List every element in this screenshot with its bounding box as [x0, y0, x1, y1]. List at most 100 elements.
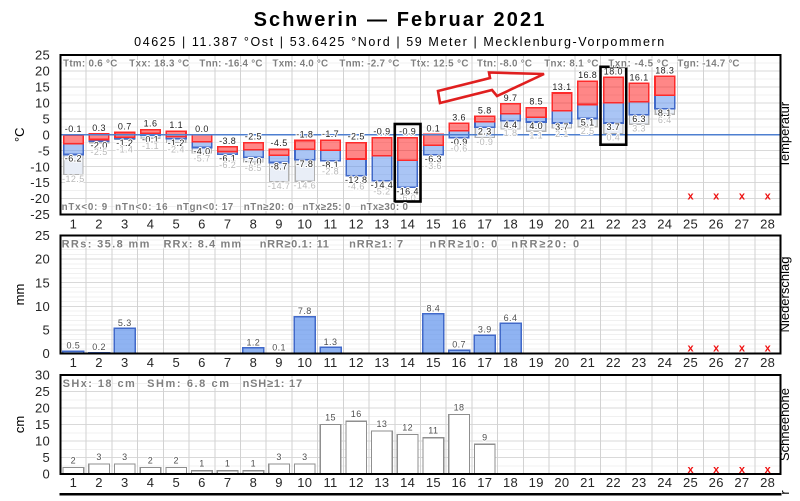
svg-text:2: 2	[174, 455, 179, 465]
svg-text:3.3: 3.3	[632, 123, 646, 133]
svg-text:7: 7	[224, 355, 232, 370]
svg-text:16.8: 16.8	[578, 70, 597, 80]
svg-text:-8.7: -8.7	[271, 162, 288, 172]
svg-text:26: 26	[709, 475, 724, 490]
svg-text:-0.9: -0.9	[476, 137, 493, 147]
svg-text:8: 8	[250, 475, 258, 490]
svg-text:1: 1	[70, 475, 78, 490]
svg-text:2.1: 2.1	[555, 129, 569, 139]
svg-text:0.1: 0.1	[427, 123, 441, 133]
svg-text:2: 2	[71, 455, 76, 465]
svg-text:-1.8: -1.8	[296, 129, 313, 139]
svg-text:Tnn: -16.4 °C: Tnn: -16.4 °C	[199, 59, 262, 70]
svg-text:25: 25	[683, 475, 698, 490]
svg-text:-7.8: -7.8	[296, 159, 313, 169]
svg-text:9.7: 9.7	[504, 93, 518, 103]
svg-text:10: 10	[35, 434, 50, 449]
svg-text:0.2: 0.2	[92, 342, 106, 352]
svg-text:1: 1	[251, 459, 256, 469]
svg-text:9: 9	[275, 355, 283, 370]
svg-text:24: 24	[657, 216, 672, 231]
svg-text:3.7: 3.7	[607, 122, 621, 132]
svg-text:2.5: 2.5	[581, 126, 595, 136]
svg-text:12: 12	[349, 216, 364, 231]
svg-text:nRR≥1: 7: nRR≥1: 7	[349, 239, 403, 251]
svg-text:SHx: 18 cm: SHx: 18 cm	[63, 378, 135, 390]
svg-text:0.0: 0.0	[195, 124, 209, 134]
svg-text:-12.5: -12.5	[62, 174, 85, 184]
svg-text:-14.6: -14.6	[294, 181, 317, 191]
svg-text:3: 3	[302, 452, 307, 462]
svg-text:3: 3	[121, 216, 129, 231]
svg-text:25: 25	[683, 355, 698, 370]
svg-text:2: 2	[95, 475, 103, 490]
svg-text:15: 15	[426, 475, 441, 490]
svg-text:0: 0	[42, 127, 50, 142]
svg-text:1.1: 1.1	[169, 120, 183, 130]
svg-text:Schneehöhe: Schneehöhe	[777, 388, 792, 461]
svg-text:20: 20	[554, 475, 569, 490]
svg-text:21: 21	[580, 475, 595, 490]
svg-text:nTx≥25: 0: nTx≥25: 0	[303, 202, 351, 213]
svg-text:28: 28	[760, 355, 775, 370]
svg-text:17: 17	[477, 355, 492, 370]
svg-text:-3.8: -3.8	[219, 136, 236, 146]
svg-text:6.3: 6.3	[632, 114, 646, 124]
svg-text:9: 9	[482, 432, 487, 442]
svg-text:12: 12	[349, 355, 364, 370]
svg-text:7: 7	[224, 216, 232, 231]
svg-text:-0.6: -0.6	[451, 144, 468, 154]
svg-text:2: 2	[95, 355, 103, 370]
svg-text:16: 16	[452, 216, 467, 231]
svg-text:13: 13	[374, 216, 389, 231]
svg-text:18: 18	[503, 216, 518, 231]
svg-text:4: 4	[147, 355, 155, 370]
svg-text:8.4: 8.4	[427, 303, 441, 313]
svg-text:19: 19	[529, 216, 544, 231]
svg-text:Ttx: 12.5 °C: Ttx: 12.5 °C	[411, 59, 469, 70]
svg-text:-4.6: -4.6	[348, 182, 365, 192]
svg-text:30: 30	[35, 368, 50, 383]
svg-text:1: 1	[70, 216, 78, 231]
svg-text:nTx<0: 9: nTx<0: 9	[62, 202, 108, 213]
svg-text:3: 3	[96, 452, 101, 462]
svg-text:25: 25	[35, 48, 50, 63]
svg-text:x: x	[713, 191, 720, 203]
svg-text:0.1: 0.1	[272, 343, 286, 353]
svg-text:1.2: 1.2	[247, 337, 261, 347]
svg-text:-0.9: -0.9	[373, 127, 390, 137]
svg-text:nTn≥20: 0: nTn≥20: 0	[244, 202, 294, 213]
svg-text:10: 10	[297, 355, 312, 370]
svg-text:nSH≥1: 17: nSH≥1: 17	[243, 378, 303, 390]
svg-text:11: 11	[323, 355, 337, 370]
svg-text:18: 18	[503, 475, 518, 490]
svg-text:5: 5	[172, 475, 180, 490]
svg-text:9: 9	[275, 216, 283, 231]
svg-text:-20: -20	[30, 191, 50, 206]
svg-text:17: 17	[477, 216, 492, 231]
svg-text:-15: -15	[30, 175, 50, 190]
svg-text:6: 6	[198, 216, 206, 231]
svg-text:20: 20	[35, 401, 50, 416]
svg-text:14: 14	[400, 355, 415, 370]
svg-text:22: 22	[606, 216, 621, 231]
svg-text:1: 1	[70, 355, 78, 370]
svg-text:16: 16	[452, 475, 467, 490]
svg-text:11: 11	[323, 475, 337, 490]
svg-text:Schwerin — Februar 2021: Schwerin — Februar 2021	[254, 9, 547, 31]
svg-text:3.9: 3.9	[478, 325, 492, 335]
svg-text:-5.2: -5.2	[373, 187, 390, 197]
svg-text:5.8: 5.8	[478, 105, 492, 115]
svg-text:15: 15	[35, 275, 50, 290]
svg-text:1.8: 1.8	[504, 128, 518, 138]
svg-text:-6.2: -6.2	[219, 160, 236, 170]
svg-text:14: 14	[400, 216, 415, 231]
svg-text:x: x	[687, 191, 694, 203]
svg-text:5: 5	[172, 355, 180, 370]
svg-text:-5: -5	[38, 143, 50, 158]
svg-text:nRR≥10: 0: nRR≥10: 0	[430, 239, 498, 251]
svg-text:x: x	[739, 191, 746, 203]
svg-text:0.3: 0.3	[92, 123, 106, 133]
svg-text:-2.5: -2.5	[348, 132, 365, 142]
svg-text:23: 23	[632, 355, 647, 370]
